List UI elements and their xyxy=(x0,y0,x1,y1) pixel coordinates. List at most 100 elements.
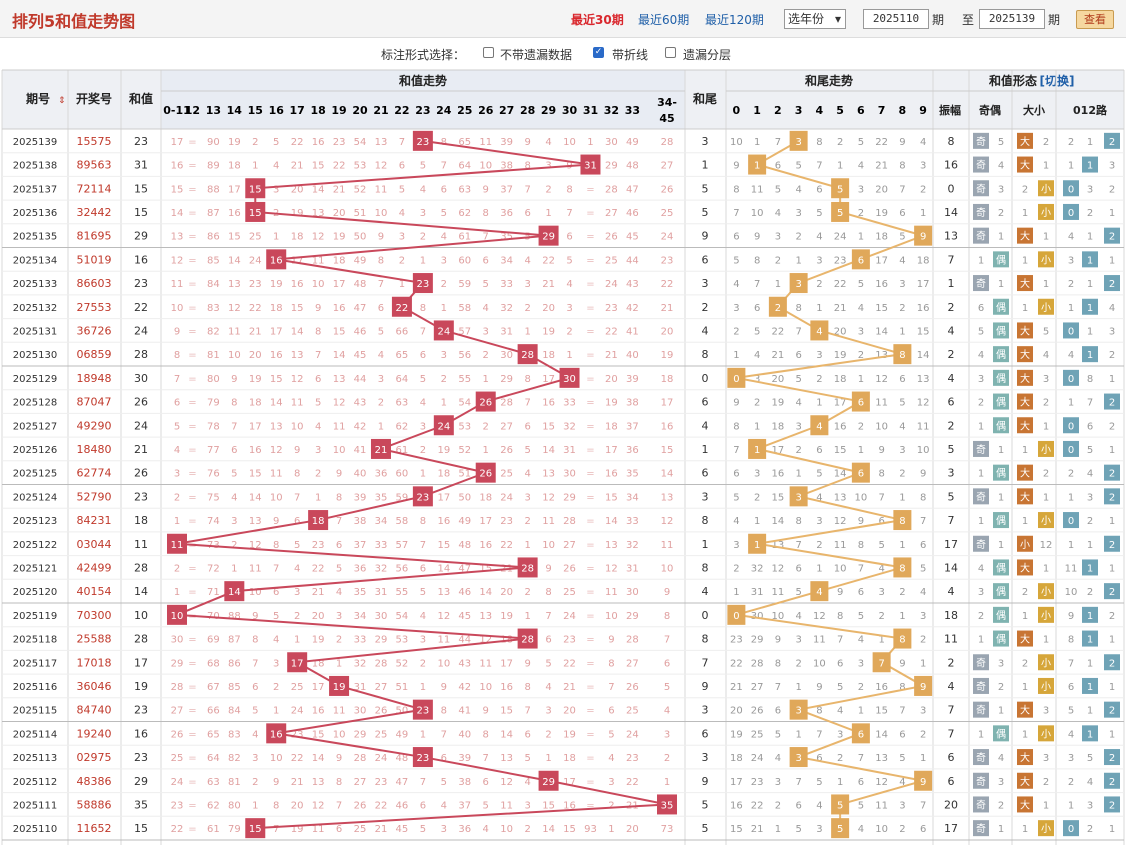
omission-cell: 15 xyxy=(171,184,184,195)
checkbox-layering[interactable] xyxy=(665,47,676,58)
sum-hit-label: 16 xyxy=(270,255,283,266)
tail-omission-cell: 4 xyxy=(920,587,926,598)
draw-number-cell[interactable]: 15575 xyxy=(77,135,112,148)
tail-omission-cell: 6 xyxy=(816,445,822,456)
omission-cell: 19 xyxy=(563,729,576,740)
draw-number-cell[interactable]: 58886 xyxy=(77,798,112,811)
omission-cell: 23 xyxy=(291,729,304,740)
draw-number-cell[interactable]: 18948 xyxy=(77,372,112,385)
omission-cell: 60 xyxy=(458,255,471,266)
draw-number-cell[interactable]: 36726 xyxy=(77,324,112,337)
period-cell: 2025128 xyxy=(13,398,58,409)
draw-number-cell[interactable]: 49290 xyxy=(77,419,112,432)
table-row: 2025124 52790 23 2 = 75 4 14 10 7 1 8 39 35 59 17 50 18 24… xyxy=(2,488,1124,509)
omission-cell: 7 xyxy=(524,706,530,717)
link-recent-30[interactable]: 最近30期 xyxy=(571,13,624,27)
tail-omission-cell: 3 xyxy=(795,208,801,219)
draw-number-cell[interactable]: 81695 xyxy=(77,230,112,243)
even-omission: 1 xyxy=(998,445,1004,456)
omission-cell: 2 xyxy=(252,137,258,148)
draw-number-cell[interactable]: 36046 xyxy=(77,680,112,693)
omission-cell: 26 xyxy=(661,184,674,195)
sum-hit-label: 18 xyxy=(312,516,325,527)
omission-cell: 7 xyxy=(420,540,426,551)
omission-cell: 12 xyxy=(542,492,555,503)
draw-number-cell[interactable]: 25588 xyxy=(77,633,112,646)
tail-omission-cell: 7 xyxy=(795,326,801,337)
draw-number-cell[interactable]: 87047 xyxy=(77,396,112,409)
draw-number-cell[interactable]: 19240 xyxy=(77,727,112,740)
draw-number-cell[interactable]: 84740 xyxy=(77,704,112,717)
tail-cell: 1 xyxy=(702,538,709,551)
tail-omission-cell: 5 xyxy=(754,326,760,337)
small-omission: 3 xyxy=(1043,706,1049,717)
draw-number-cell[interactable]: 17018 xyxy=(77,656,112,669)
draw-number-cell[interactable]: 11652 xyxy=(77,822,112,835)
omission-cell: 61 xyxy=(207,824,220,835)
tail-omission-cell: 20 xyxy=(875,184,888,195)
draw-number-cell[interactable]: 06859 xyxy=(77,348,112,361)
sum-hit-marker xyxy=(475,391,496,412)
draw-number-cell[interactable]: 40154 xyxy=(77,585,112,598)
draw-number-cell[interactable]: 52790 xyxy=(77,490,112,503)
omission-cell: = xyxy=(586,469,594,480)
omission-cell: 11 xyxy=(661,540,674,551)
sum-col-header-cont: 45 xyxy=(659,112,674,125)
link-recent-60[interactable]: 最近60期 xyxy=(638,13,690,27)
omission-cell: 17 xyxy=(333,279,346,290)
period-to-input[interactable]: 2025139 xyxy=(979,9,1045,29)
draw-number-cell[interactable]: 42499 xyxy=(77,561,112,574)
draw-number-cell[interactable]: 48386 xyxy=(77,775,112,788)
tail-hit-label: 8 xyxy=(899,350,905,361)
omission-cell: 18 xyxy=(291,232,304,243)
tail-cell: 1 xyxy=(702,159,709,172)
small-badge xyxy=(1038,583,1054,600)
draw-number-cell[interactable]: 72114 xyxy=(77,182,112,195)
link-recent-120[interactable]: 最近120期 xyxy=(705,13,764,27)
tail-omission-cell: 1 xyxy=(858,706,864,717)
big-badge-label: 大 xyxy=(1020,798,1030,811)
tail-omission-cell: 1 xyxy=(795,729,801,740)
year-select[interactable]: 选年份 ▾ xyxy=(784,9,846,29)
draw-number-cell[interactable]: 62774 xyxy=(77,467,112,480)
omission-cell: 39 xyxy=(500,137,513,148)
omission-cell: = xyxy=(188,587,196,598)
omission-cell: 1 xyxy=(524,611,530,622)
tail-omission-cell: 6 xyxy=(795,563,801,574)
sort-arrows-icon[interactable]: ⇕ xyxy=(58,96,66,106)
draw-number-cell[interactable]: 89563 xyxy=(77,159,112,172)
draw-number-cell[interactable]: 32442 xyxy=(77,206,112,219)
omission-cell: 24 xyxy=(171,777,184,788)
draw-number-cell[interactable]: 02975 xyxy=(77,751,112,764)
draw-number-cell[interactable]: 27553 xyxy=(77,301,112,314)
tail-cell: 9 xyxy=(702,680,709,693)
tail-omission-cell: 23 xyxy=(730,635,743,646)
draw-number-cell[interactable]: 86603 xyxy=(77,277,112,290)
omission-cell: 13 xyxy=(249,516,262,527)
omission-cell: 28 xyxy=(563,516,576,527)
omission-cell: = xyxy=(586,777,594,788)
checkbox-polyline[interactable]: ✓ xyxy=(593,47,604,58)
checkbox-no-omission[interactable] xyxy=(483,47,494,58)
omission-cell: 24 xyxy=(500,492,513,503)
omission-cell: 12 xyxy=(375,161,388,172)
draw-number-cell[interactable]: 18480 xyxy=(77,443,112,456)
draw-number-cell[interactable]: 51019 xyxy=(77,253,112,266)
sum-cell: 24 xyxy=(134,324,148,337)
omission-cell: 72 xyxy=(207,563,220,574)
tail-omission-cell: 3 xyxy=(754,374,760,385)
tail-omission-cell: 3 xyxy=(775,777,781,788)
road-badge-label: 2 xyxy=(1109,587,1115,598)
big-badge-label: 大 xyxy=(1020,751,1030,764)
draw-number-cell[interactable]: 03044 xyxy=(77,538,112,551)
draw-number-cell[interactable]: 84231 xyxy=(77,514,112,527)
draw-number-cell[interactable]: 70300 xyxy=(77,609,112,622)
amplitude-cell: 7 xyxy=(948,253,955,266)
tail-omission-cell: 7 xyxy=(878,492,884,503)
query-button[interactable]: 查看 xyxy=(1076,10,1114,29)
switch-link[interactable]: [切换] xyxy=(1040,73,1075,88)
road-badge xyxy=(1082,677,1098,694)
tail-omission-cell: 5 xyxy=(775,184,781,195)
tail-hit-marker xyxy=(789,130,808,151)
period-from-input[interactable]: 2025110 xyxy=(863,9,929,29)
